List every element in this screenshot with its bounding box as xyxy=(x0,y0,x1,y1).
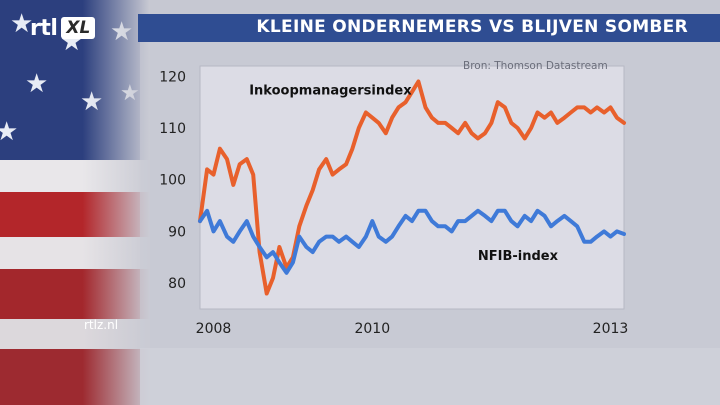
series-label: NFIB-index xyxy=(478,249,559,264)
x-tick-label: 2008 xyxy=(196,321,232,337)
logo-xl-text: XL xyxy=(61,17,96,39)
series-label: Inkoopmanagersindex xyxy=(249,83,412,98)
nfib-index-line xyxy=(198,208,626,275)
y-tick-label: 80 xyxy=(168,276,186,292)
rtlxl-logo: rtl XL xyxy=(30,13,96,43)
source-label: Bron: Thomson Datastream xyxy=(463,60,608,72)
title-banner: KLEINE ONDERNEMERS VS BLIJVEN SOMBER xyxy=(138,14,720,42)
y-tick-label: 90 xyxy=(168,224,186,240)
x-tick-label: 2013 xyxy=(593,321,629,337)
plot-area xyxy=(199,65,625,310)
chart-title: KLEINE ONDERNEMERS VS BLIJVEN SOMBER xyxy=(256,17,688,37)
logo-rtl-text: rtl xyxy=(30,15,58,41)
inkoopmanagersindex-line xyxy=(198,79,626,296)
y-tick-label: 110 xyxy=(159,121,186,137)
y-tick-label: 120 xyxy=(159,69,186,85)
y-tick-label: 100 xyxy=(159,173,186,189)
x-tick-label: 2010 xyxy=(354,321,390,337)
site-url-label: rtlz.nl xyxy=(84,318,119,332)
